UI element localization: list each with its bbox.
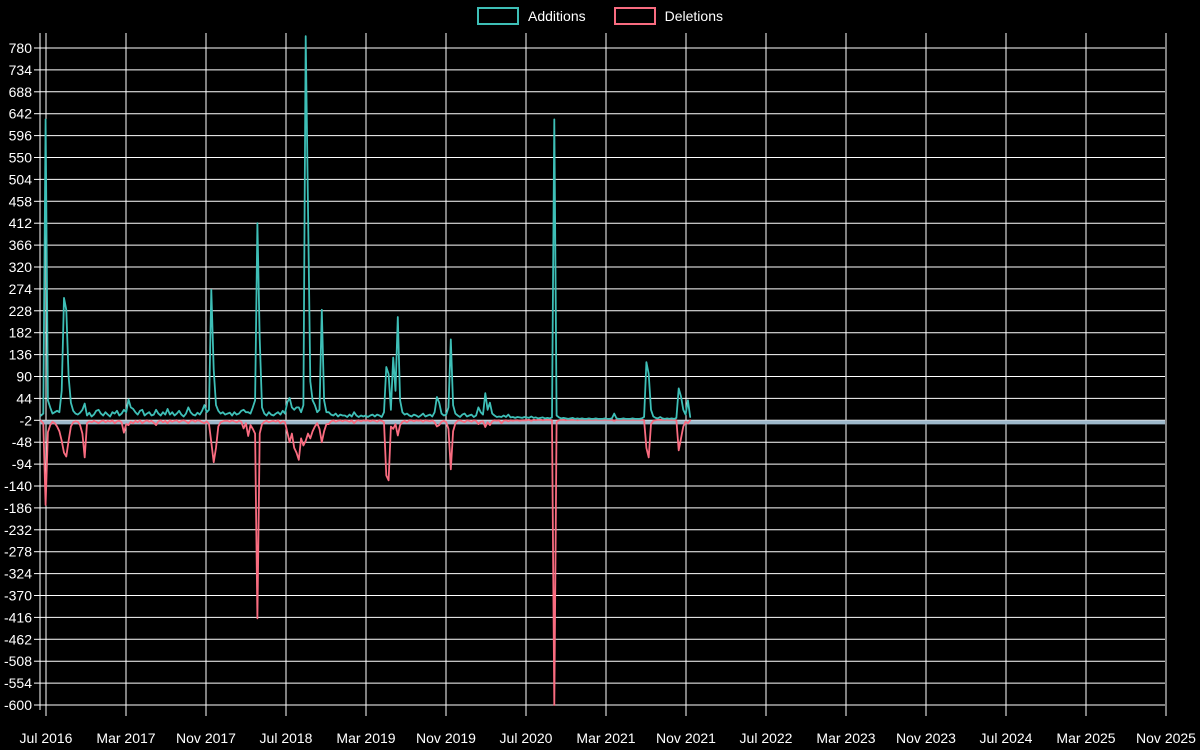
y-tick-label: 412	[9, 215, 33, 231]
y-tick-label: 182	[9, 325, 33, 341]
y-tick-label: -2	[20, 412, 33, 428]
y-tick-label: 90	[16, 369, 32, 385]
x-tick-label: Jul 2024	[980, 730, 1033, 746]
y-tick-label: -508	[4, 653, 32, 669]
y-tick-label: 504	[9, 171, 33, 187]
y-grid-and-labels: 780 734 688 642 596 550 504 458 412 366 320 274 228 1…	[4, 40, 1165, 713]
x-tick-label: Mar 2025	[1056, 730, 1115, 746]
chart-legend: Additions Deletions	[0, 7, 1200, 25]
x-tick-label: Mar 2017	[96, 730, 155, 746]
x-tick-label: Nov 2017	[176, 730, 236, 746]
y-tick-label: -600	[4, 697, 32, 713]
x-tick-label: Mar 2021	[576, 730, 635, 746]
y-tick-label: 458	[9, 193, 33, 209]
x-tick-label: Mar 2023	[816, 730, 875, 746]
x-tick-label: Nov 2025	[1136, 730, 1196, 746]
y-tick-label: 688	[9, 84, 33, 100]
additions-line	[40, 35, 692, 420]
y-tick-label: -370	[4, 588, 32, 604]
x-tick-label: Nov 2021	[656, 730, 716, 746]
y-tick-label: 550	[9, 150, 33, 166]
y-tick-label: -48	[12, 434, 32, 450]
y-tick-label: 228	[9, 303, 33, 319]
y-tick-label: -324	[4, 566, 32, 582]
x-tick-label: Jul 2020	[500, 730, 553, 746]
y-tick-label: -140	[4, 478, 32, 494]
y-tick-label: -462	[4, 631, 32, 647]
y-tick-label: 596	[9, 128, 33, 144]
legend-item-additions[interactable]: Additions	[477, 7, 586, 25]
y-tick-label: 44	[16, 390, 32, 406]
y-tick-label: -416	[4, 609, 32, 625]
additions-swatch-icon	[477, 7, 520, 25]
deletions-legend-label: Deletions	[664, 8, 723, 24]
y-tick-label: -232	[4, 522, 32, 538]
additions-legend-label: Additions	[528, 8, 586, 24]
y-tick-label: -278	[4, 544, 32, 560]
y-tick-label: 274	[9, 281, 33, 297]
x-tick-label: Nov 2019	[416, 730, 476, 746]
y-tick-label: -554	[4, 675, 32, 691]
y-tick-label: -94	[12, 456, 32, 472]
deletions-line	[40, 418, 692, 706]
y-tick-label: 642	[9, 106, 33, 122]
x-tick-label: Jul 2016	[20, 730, 73, 746]
y-tick-label: 734	[9, 62, 33, 78]
x-tick-label: Jul 2018	[260, 730, 313, 746]
legend-item-deletions[interactable]: Deletions	[613, 7, 723, 25]
x-tick-label: Nov 2023	[896, 730, 956, 746]
y-tick-label: 366	[9, 237, 33, 253]
y-tick-label: 780	[9, 40, 33, 56]
deletions-swatch-icon	[613, 7, 656, 25]
y-tick-label: 320	[9, 259, 33, 275]
y-tick-label: -186	[4, 500, 32, 516]
y-tick-label: 136	[9, 347, 33, 363]
x-tick-label: Mar 2019	[336, 730, 395, 746]
x-tick-label: Jul 2022	[740, 730, 793, 746]
x-grid-and-labels: Jul 2016 Mar 2017 Nov 2017 Jul 2018 Mar 2019…	[20, 33, 1196, 746]
